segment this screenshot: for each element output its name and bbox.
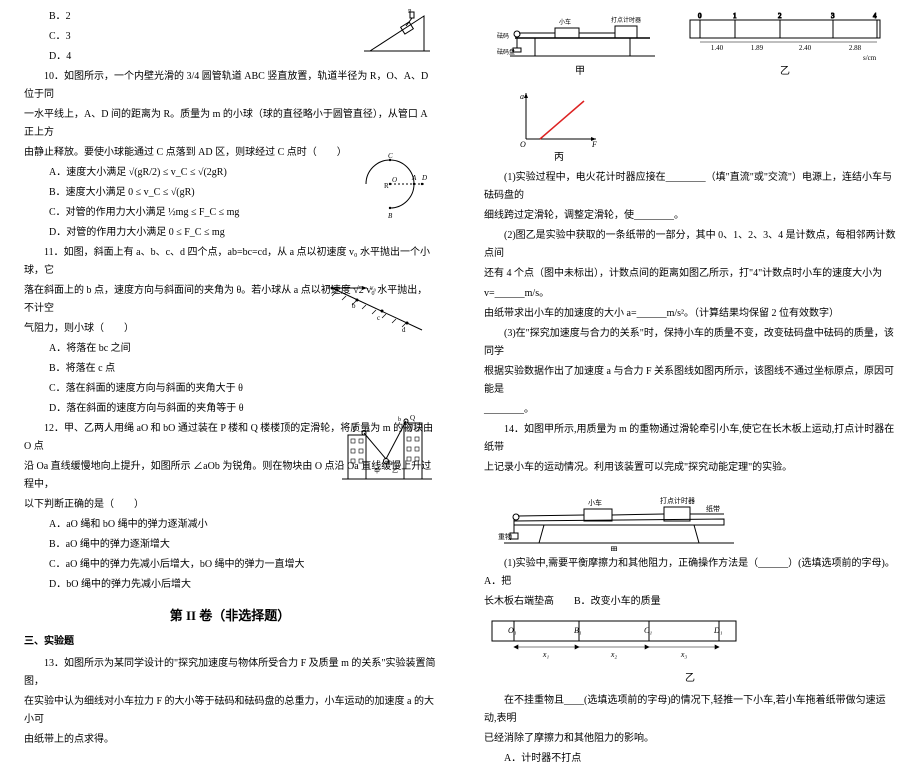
figure-q9-incline: P: [362, 6, 432, 56]
svg-text:砝码盘: 砝码盘: [497, 48, 515, 56]
svg-text:3: 3: [831, 12, 835, 20]
figures-top-row: 小车 打点计时器 砝码 砝码盘 甲 0 1 2 3 4 1.40 1.89: [484, 8, 896, 81]
svg-text:0: 0: [698, 12, 702, 20]
svg-text:v₀: v₀: [370, 284, 377, 292]
q14-stem-b: 上记录小车的运动情况。利用该装置可以完成"探究动能定理"的实验。: [484, 459, 896, 477]
svg-text:乙: 乙: [392, 468, 398, 475]
svg-text:1: 1: [733, 12, 737, 20]
q13-sub2-c: v=______m/s。: [484, 285, 896, 303]
svg-text:Q: Q: [410, 415, 415, 422]
svg-text:x₃: x₃: [680, 650, 688, 659]
section-3-title: 三、实验题: [24, 633, 436, 651]
svg-text:打点计时器: 打点计时器: [611, 16, 641, 24]
part2-title: 第 II 卷（非选择题）: [24, 604, 436, 627]
q11-stem-1: 11．如图，斜面上有 a、b、c、d 四个点，ab=bc=cd，从 a 点以初速…: [24, 244, 436, 280]
q13-stem-1: 13．如图所示为某同学设计的"探究加速度与物体所受合力 F 及质量 m 的关系"…: [24, 655, 436, 691]
svg-text:O₁: O₁: [508, 626, 517, 635]
svg-text:a: a: [520, 92, 524, 101]
svg-text:B: B: [388, 212, 393, 220]
svg-text:B₁: B₁: [574, 626, 582, 635]
svg-text:甲: 甲: [374, 468, 380, 475]
q14-sub2-b: 已经消除了摩擦力和其他阻力的影响。: [484, 730, 896, 748]
figure-q11-slope: a b c d v₀: [322, 280, 432, 340]
q13-sub2-d: 由纸带求出小车的加速度的大小 a=______m/s²。（计算结果均保留 2 位…: [484, 305, 896, 323]
label-jia: 甲: [495, 63, 665, 81]
label-bing: 丙: [514, 149, 604, 167]
svg-text:A: A: [411, 174, 417, 182]
q14-sub1-b: 长木板右端垫高 B．改变小车的质量: [484, 593, 896, 611]
q14-sub2-a: 在不挂重物且____(选填选项前的字母)的情况下,轻推一下小车,若小车拖着纸带做…: [484, 692, 896, 728]
label-yi-bottom: 乙: [484, 670, 896, 688]
q10-stem-1: 10．如图所示，一个内壁光滑的 3/4 圆管轨道 ABC 竖直放置，轨道半径为 …: [24, 68, 436, 104]
svg-text:c: c: [377, 314, 380, 322]
svg-text:F: F: [591, 140, 597, 149]
figure-jia-apparatus: 小车 打点计时器 砝码 砝码盘 甲: [495, 8, 665, 81]
svg-text:x₂: x₂: [610, 650, 618, 659]
svg-text:D₁: D₁: [713, 626, 723, 635]
svg-text:O: O: [392, 176, 397, 184]
q14-sub1-a: (1)实验中,需要平衡摩擦力和其他阻力，正确操作方法是（______）(选填选项…: [484, 555, 896, 591]
q13-sub3-c: ________。: [484, 401, 896, 419]
svg-text:C: C: [388, 152, 393, 160]
q11-opt-b: B．将落在 c 点: [49, 360, 436, 378]
right-column: 小车 打点计时器 砝码 砝码盘 甲 0 1 2 3 4 1.40 1.89: [460, 0, 920, 651]
q13-sub1-a: (1)实验过程中，电火花计时器应接在________（填"直流"或"交流"）电源…: [484, 169, 896, 205]
q13-sub2-b: 还有 4 个点（图中未标出），计数点间的距离如图乙所示，打"4"计数点时小车的速…: [484, 265, 896, 283]
svg-text:P: P: [353, 426, 357, 434]
svg-text:砝码: 砝码: [497, 32, 509, 40]
tape-mark-3: 2.88: [849, 44, 862, 52]
label-yi-top: 乙: [685, 63, 885, 81]
tape-mark-1: 1.89: [751, 44, 764, 52]
q10-opt-d: D．对管的作用力大小满足 0 ≤ F_C ≤ mg: [49, 224, 436, 242]
q12-opt-b: B．aO 绳中的弹力逐渐增大: [49, 536, 436, 554]
svg-text:a: a: [326, 283, 330, 291]
q11-opt-a: A．将落在 bc 之间: [49, 340, 436, 358]
q12-stem-3: 以下判断正确的是（ ）: [24, 496, 436, 514]
q13-stem-2: 在实验中认为细线对小车拉力 F 的大小等于砝码和砝码盘的总重力，小车运动的加速度…: [24, 693, 436, 729]
svg-text:重物: 重物: [498, 532, 512, 541]
svg-text:b: b: [398, 417, 401, 423]
svg-text:a: a: [367, 427, 370, 433]
tape-mark-2: 2.40: [799, 44, 812, 52]
svg-text:小车: 小车: [588, 498, 602, 507]
svg-text:D: D: [421, 174, 427, 182]
q12-opt-a: A．aO 绳和 bO 绳中的弹力逐渐减小: [49, 516, 436, 534]
q13-sub2-a: (2)图乙是实验中获取的一条纸带的一部分，其中 0、1、2、3、4 是计数点，每…: [484, 227, 896, 263]
figure-q14-apparatus: 小车 打点计时器 纸带 重物 甲: [484, 481, 896, 551]
figure-q10-circle: C O R A D B: [352, 150, 432, 220]
svg-text:x₁: x₁: [542, 650, 550, 659]
q14-stem-a: 14．如图甲所示,用质量为 m 的重物通过滑轮牵引小车,使它在长木板上运动,打点…: [484, 421, 896, 457]
tape-mark-0: 1.40: [711, 44, 724, 52]
svg-text:O: O: [520, 140, 526, 149]
svg-text:打点计时器: 打点计时器: [660, 496, 695, 505]
q13-sub1-b: 细线跨过定滑轮，调整定滑轮，使________。: [484, 207, 896, 225]
svg-text:甲: 甲: [610, 546, 618, 551]
svg-text:小车: 小车: [559, 18, 571, 26]
left-column: P B．2 C．3 D．4 10．如图所示，一个内壁光滑的 3/4 圆管轨道 A…: [0, 0, 460, 651]
figure-q14-tape: O₁ B₁ C₁ D₁ x₁ x₂ x₃ 乙: [484, 615, 896, 688]
q14-sub2-c: A．计时器不打点: [484, 750, 896, 768]
svg-text:4: 4: [873, 12, 877, 20]
svg-text:C₁: C₁: [644, 626, 652, 635]
q12-opt-d: D．bO 绳中的弹力先减小后增大: [49, 576, 436, 594]
q13-stem-3: 由纸带上的点求得。: [24, 731, 436, 749]
svg-text:纸带: 纸带: [706, 504, 720, 513]
svg-text:b: b: [352, 302, 356, 310]
svg-text:2: 2: [778, 12, 782, 20]
figure-yi-tape: 0 1 2 3 4 1.40 1.89 2.40 2.88 s/cm: [685, 8, 885, 81]
q13-sub3-b: 根据实验数据作出了加速度 a 与合力 F 关系图线如图丙所示，该图线不通过坐标原…: [484, 363, 896, 399]
figure-bing-graph: a F O 丙: [514, 87, 896, 167]
q11-opt-c: C．落在斜面的速度方向与斜面的夹角大于 θ: [49, 380, 436, 398]
svg-text:O: O: [388, 461, 393, 467]
svg-text:s/cm: s/cm: [863, 54, 877, 62]
svg-text:R: R: [384, 182, 389, 190]
svg-text:d: d: [402, 326, 406, 334]
q10-stem-2: 一水平线上，A、D 间的距离为 R。质量为 m 的小球（球的直径略小于圆管直径）…: [24, 106, 436, 142]
figure-q12-buildings: a b O P Q 甲 乙: [342, 415, 432, 485]
q13-sub3-a: (3)在"探究加速度与合力的关系"时，保持小车的质量不变，改变砝码盘中砝码的质量…: [484, 325, 896, 361]
q12-opt-c: C．aO 绳中的弹力先减小后增大，bO 绳中的弹力一直增大: [49, 556, 436, 574]
